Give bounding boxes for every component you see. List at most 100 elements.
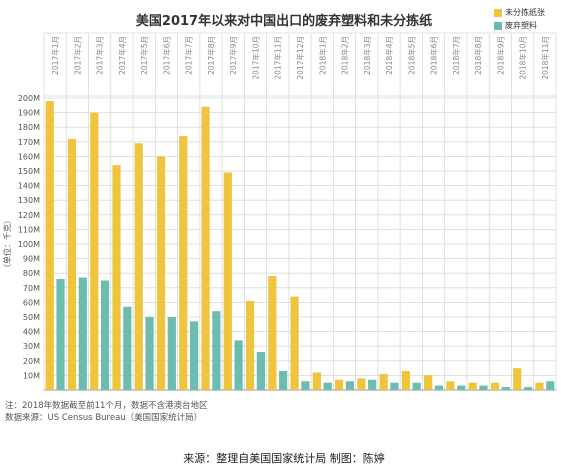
grid-layer [43,32,557,391]
bar-paper [312,372,321,390]
footnote: 注：2018年数据截至前11个月，数据不含港澳台地区 数据来源：US Censu… [5,400,207,424]
x-tick-label: 2018年11月 [540,36,550,80]
bar-paper [335,379,344,390]
legend-item-plastic: 废弃塑料 [494,19,564,32]
data-source-text: 数据来源：US Census Bureau（美国国家统计局） [5,413,203,423]
y-tick-label: 150M [18,167,40,176]
x-tick-label: 2017年7月 [184,36,194,75]
bar-plastic [212,311,221,390]
bar-paper [446,381,455,390]
bar-paper [468,382,477,390]
bar-layer [45,100,555,391]
bar-plastic [279,371,288,390]
bar-plastic [546,381,555,390]
bar-paper [513,368,522,390]
bar-plastic [78,277,87,390]
bar-plastic [345,381,355,390]
x-tick-label: 2018年6月 [429,36,439,75]
x-tick-label: 2018年5月 [406,36,416,75]
legend-item-paper: 未分拣纸张 [494,6,564,19]
bar-plastic [234,340,243,390]
bar-paper [223,172,232,390]
legend-swatch-plastic [494,21,502,30]
bar-plastic [256,352,265,390]
legend: 未分拣纸张 废弃塑料 [494,6,564,32]
bar-paper [179,135,188,390]
bar-paper [401,371,411,390]
bar-plastic [390,382,399,390]
bar-paper [156,156,166,390]
y-tick-label: 190M [18,109,40,118]
bar-paper [290,296,299,390]
bar-plastic [501,387,510,390]
source-credit: 来源：整理自美国国家统计局 制图：陈婷 [183,452,385,465]
x-tick-label: 2017年10月 [250,36,260,80]
note-text: 注：2018年数据截至前11个月，数据不含港澳台地区 [5,401,208,411]
x-tick-label: 2018年9月 [495,36,505,75]
x-tick-label: 2017年5月 [139,36,149,75]
x-tick-label: 2017年2月 [72,36,82,75]
bar-plastic [189,321,199,390]
x-tick-label: 2017年1月 [50,36,60,75]
bar-plastic [457,385,466,390]
bar-paper [201,106,210,390]
bar-plastic [523,387,533,390]
y-tick-label: 60M [23,298,40,307]
x-tick-label: 2017年11月 [273,36,283,80]
x-tick-label: 2017年3月 [95,36,105,75]
chart-title: 美国2017年以来对中国出口的废弃塑料和未分拣纸 [135,14,433,29]
bar-paper [245,300,255,390]
x-tick-label: 2018年10月 [518,36,528,80]
x-tick-label: 2017年12月 [295,36,305,80]
y-tick-label: 140M [18,182,40,191]
bar-paper [134,143,143,390]
y-tick-label: 40M [23,328,40,337]
bar-plastic [412,382,421,390]
bar-plastic [123,306,132,390]
legend-swatch-paper [494,8,502,17]
x-tick-label: 2017年6月 [161,36,171,75]
x-tick-label: 2018年8月 [473,36,483,75]
x-tick-label: 2017年8月 [206,36,216,75]
y-tick-label: 20M [23,357,40,366]
x-tick-label: 2018年7月 [451,36,461,75]
x-tick-label: 2018年3月 [362,36,372,75]
y-tick-label: 120M [18,211,40,220]
y-tick-label: 110M [18,225,40,234]
bar-plastic [167,317,176,390]
bar-paper [45,100,54,391]
y-tick-label: 180M [18,123,40,132]
y-tick-label: 10M [23,371,40,380]
bar-plastic [145,317,154,390]
y-axis-title: （单位：千克） [2,216,12,272]
legend-label-paper: 未分拣纸张 [505,8,545,17]
legend-label-plastic: 废弃塑料 [505,21,537,30]
y-tick-label: 30M [23,342,40,351]
bar-plastic [56,279,65,390]
bar-plastic [368,379,377,390]
x-tick-label: 2018年1月 [317,36,327,75]
bar-plastic [323,382,332,390]
y-tick-label: 130M [18,196,40,205]
bar-plastic [100,280,110,390]
x-tick-label: 2018年2月 [340,36,350,75]
bar-paper [268,276,277,390]
y-tick-label: 160M [18,152,40,161]
bar-paper [90,112,99,390]
bar-paper [112,165,121,390]
y-tick-label: 50M [23,313,40,322]
bar-plastic [301,381,310,390]
x-tick-label: 2018年4月 [384,36,394,75]
y-tick-label: 100M [18,240,40,249]
bar-paper [490,382,500,390]
bar-paper [67,138,77,390]
x-tick-label: 2017年9月 [228,36,238,75]
bar-paper [424,375,433,390]
bar-paper [379,373,388,390]
x-tick-label: 2017年4月 [117,36,127,75]
bar-paper [357,378,366,390]
y-tick-label: 80M [23,269,40,278]
bar-paper [535,382,544,390]
y-tick-label: 170M [18,138,40,147]
y-tick-label: 90M [23,255,40,264]
